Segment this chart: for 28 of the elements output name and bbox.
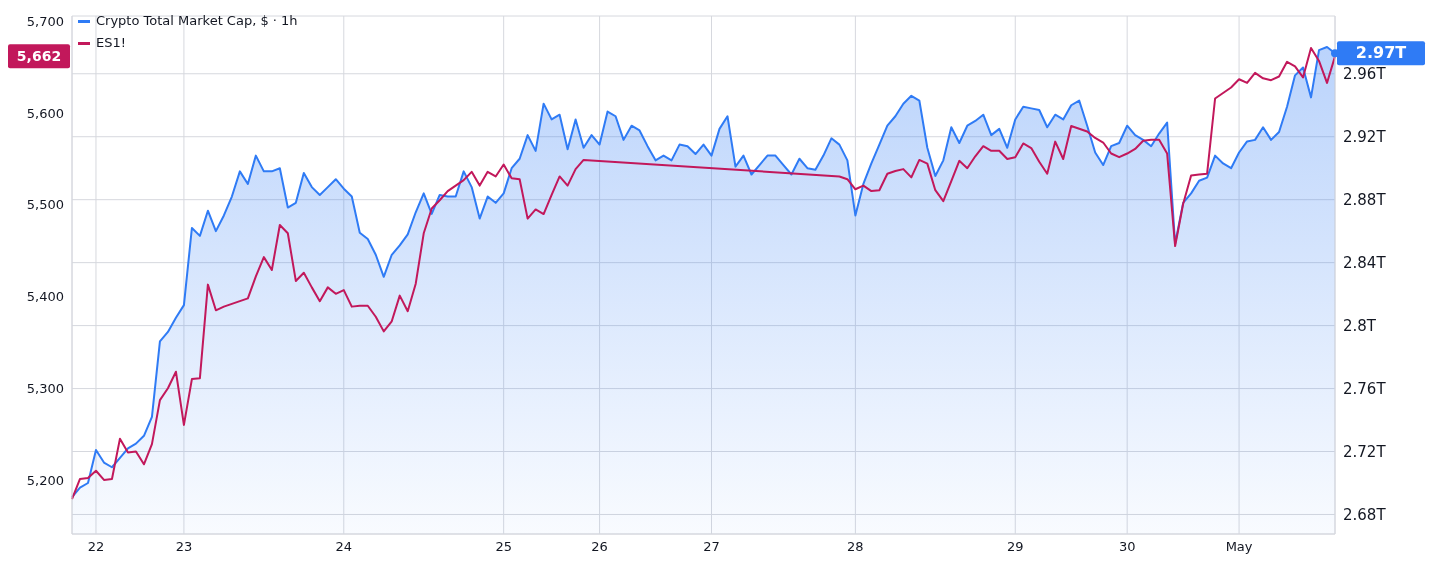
text: 5,662 bbox=[16, 48, 62, 65]
x-tick-label: 30 bbox=[1118, 539, 1136, 555]
x-tick-label: 26 bbox=[591, 539, 608, 555]
data-label: 2.97T bbox=[1355, 43, 1407, 63]
y-tick-label: 5,400 bbox=[26, 289, 64, 305]
x-tick-label: 28 bbox=[847, 539, 864, 555]
y-tick-label: 5,300 bbox=[26, 380, 64, 396]
legend-label: ES1! bbox=[96, 34, 126, 52]
x-tick-label: May bbox=[1225, 539, 1253, 555]
x-tick-label: 22 bbox=[87, 539, 105, 555]
y-tick-label: 5,600 bbox=[26, 105, 64, 121]
x-tick-label: 27 bbox=[703, 539, 720, 555]
y2-tick-label: 2.72T bbox=[1343, 442, 1387, 461]
legend-label: Crypto Total Market Cap, $ · 1h bbox=[96, 12, 298, 30]
y-tick-label: 5,500 bbox=[26, 197, 64, 213]
y2-tick-label: 2.8T bbox=[1343, 316, 1377, 335]
y2-tick-label: 2.76T bbox=[1343, 379, 1387, 398]
y-tick-label: 5,200 bbox=[26, 472, 64, 488]
x-tick-label: 29 bbox=[1006, 539, 1024, 555]
y2-tick-label: 2.88T bbox=[1343, 191, 1387, 210]
y2-tick-label: 2.96T bbox=[1343, 65, 1387, 84]
y2-tick-label: 2.92T bbox=[1343, 128, 1387, 147]
y2-tick-label: 2.84T bbox=[1343, 253, 1387, 272]
y2-tick-label: 2.68T bbox=[1343, 505, 1387, 524]
x-tick-label: 24 bbox=[335, 539, 353, 555]
y-tick-label: 5,700 bbox=[26, 14, 64, 30]
x-tick-label: 23 bbox=[175, 539, 193, 555]
x-tick-label: 25 bbox=[495, 539, 512, 555]
